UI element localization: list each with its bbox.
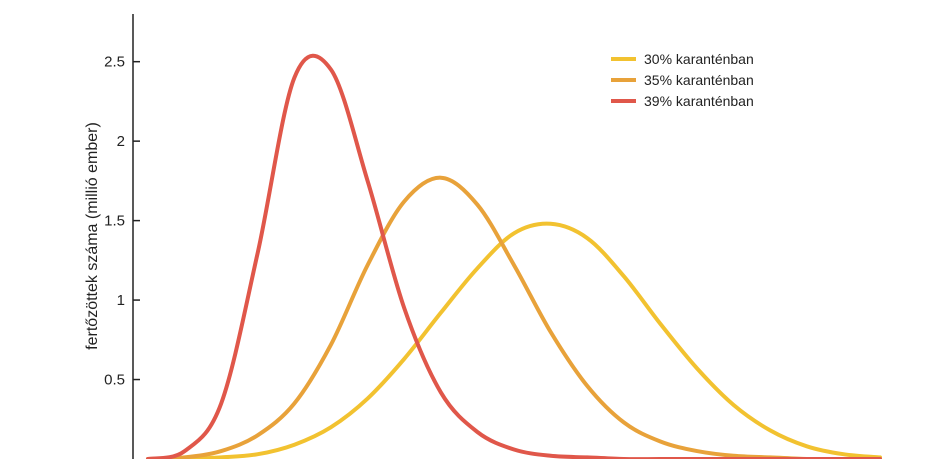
y-tick-label: 2 — [117, 133, 125, 150]
legend-label-3: 39% karanténban — [644, 93, 754, 109]
legend-label-2: 35% karanténban — [644, 72, 754, 88]
series-layer — [146, 53, 882, 459]
series-line-2 — [146, 175, 882, 459]
legend: 30% karanténban 35% karanténban 39% karant… — [611, 51, 754, 109]
y-tick-label: 2.5 — [104, 54, 125, 71]
y-axis-title: fertőzöttek száma (millió ember) — [84, 122, 101, 350]
series-line-1 — [146, 221, 882, 459]
y-tick-label: 1 — [117, 292, 125, 309]
legend-label-1: 30% karanténban — [644, 51, 754, 67]
y-tick-label: 1.5 — [104, 213, 125, 230]
series-line-3 — [146, 53, 882, 459]
y-axis-ticks: 0.5 1 1.5 2 2.5 — [104, 54, 140, 389]
y-tick-label: 0.5 — [104, 372, 125, 389]
